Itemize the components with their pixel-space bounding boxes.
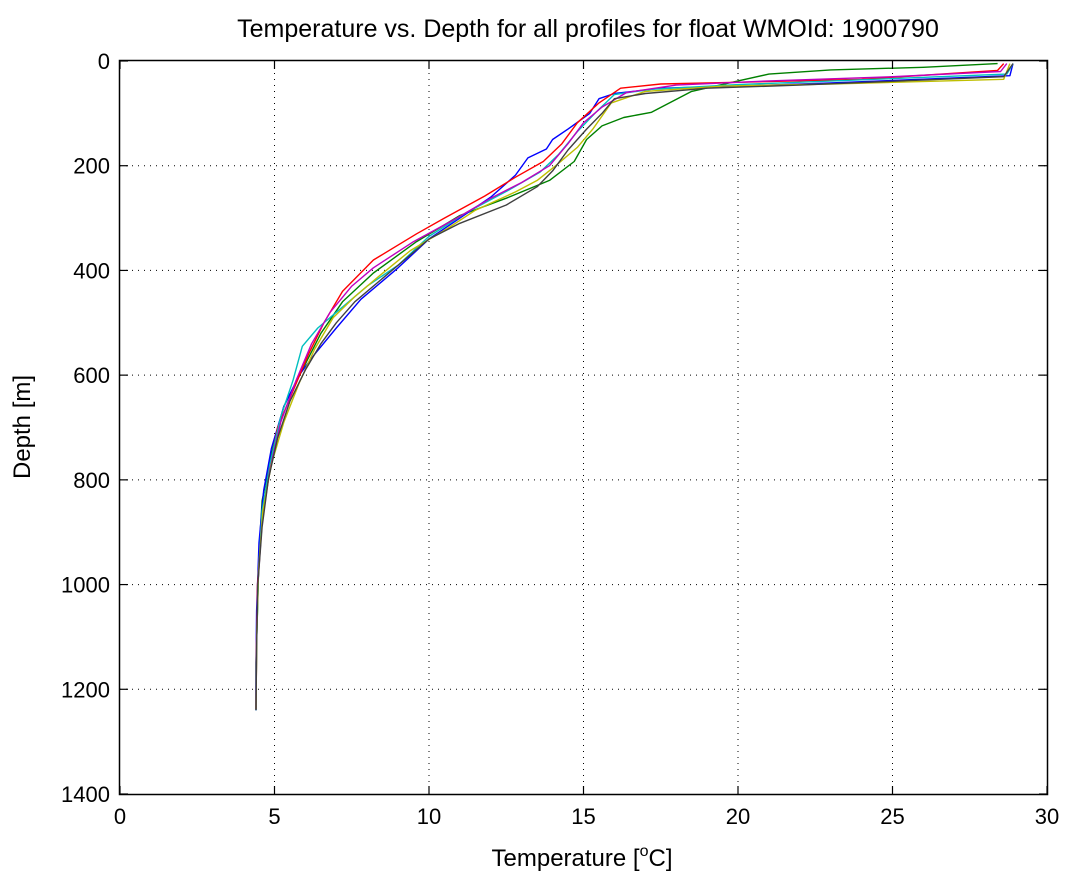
x-tick-label: 25: [880, 804, 904, 829]
y-tick-label: 0: [98, 49, 110, 74]
chart-title: Temperature vs. Depth for all profiles f…: [237, 15, 939, 43]
ticks: [119, 60, 1048, 795]
y-tick-label: 400: [73, 258, 110, 283]
tick-labels: 0 5 10 15 20 25 30 0 200 400 600 800 1000 1200 1400: [61, 49, 1059, 829]
temperature-profile-line: [255, 63, 1014, 711]
temperature-profile-line: [255, 63, 1005, 710]
x-tick-label: 15: [571, 804, 595, 829]
y-tick-label: 600: [73, 363, 110, 388]
x-tick-label: 20: [726, 804, 750, 829]
x-tick-label: 0: [114, 804, 126, 829]
plot-frame: [118, 59, 1049, 796]
x-axis-title-main: Temperature [: [492, 845, 640, 872]
x-tick-label: 30: [1035, 804, 1059, 829]
temperature-profile-line: [255, 63, 1008, 710]
x-axis-title-sup: o: [640, 843, 649, 860]
y-tick-label: 200: [73, 154, 110, 179]
x-tick-label: 5: [268, 804, 280, 829]
temperature-profile-line: [255, 62, 998, 710]
x-tick-label: 10: [417, 804, 441, 829]
grid: [120, 61, 1047, 794]
temperature-profile-line: [255, 63, 1014, 711]
x-axis-title-end: C]: [648, 845, 672, 872]
temperature-profile-line: [255, 63, 1011, 710]
y-axis-title: Depth [m]: [9, 375, 36, 479]
x-axis-title: Temperature [oC]: [492, 843, 673, 872]
y-tick-label: 1200: [61, 677, 110, 702]
y-tick-label: 800: [73, 468, 110, 493]
y-tick-label: 1000: [61, 573, 110, 598]
series-group: [255, 62, 1014, 711]
temperature-profile-line: [255, 63, 1014, 711]
y-tick-label: 1400: [61, 782, 110, 807]
